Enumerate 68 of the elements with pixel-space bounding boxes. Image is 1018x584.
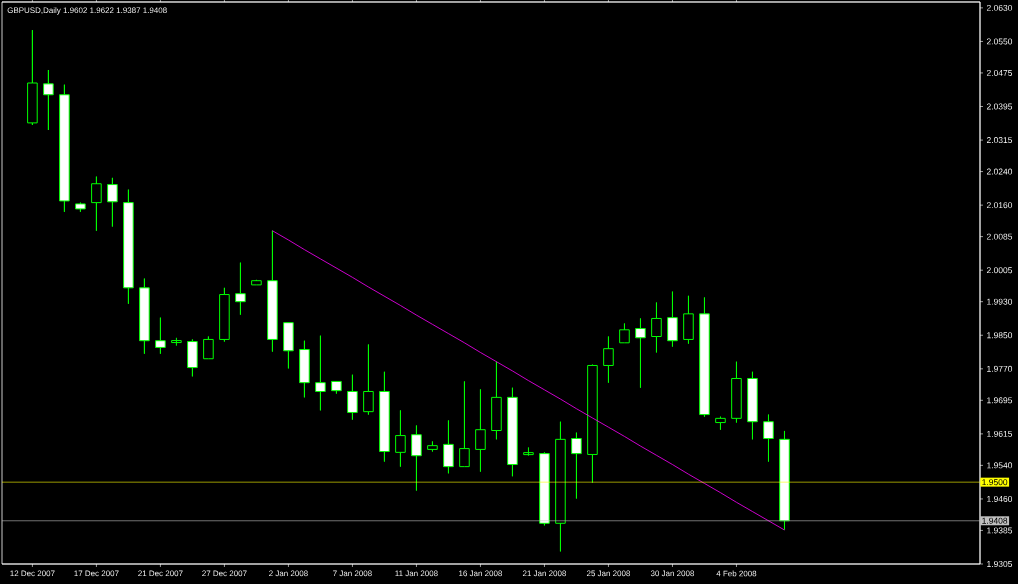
y-tick-label: 2.0085 bbox=[986, 233, 1013, 240]
candlestick bbox=[443, 419, 454, 474]
candlestick bbox=[747, 371, 758, 440]
candlestick bbox=[491, 361, 502, 440]
candlestick bbox=[603, 336, 614, 384]
candlestick bbox=[107, 177, 118, 228]
candlestick bbox=[267, 230, 278, 353]
candlestick bbox=[43, 69, 54, 131]
candlestick bbox=[315, 335, 326, 411]
candlestick bbox=[667, 291, 678, 348]
candlestick bbox=[91, 176, 102, 232]
candlestick bbox=[139, 278, 150, 355]
y-tick-label: 1.9850 bbox=[987, 332, 1013, 339]
candlestick bbox=[283, 322, 294, 369]
y-tick-label: 2.0160 bbox=[986, 202, 1013, 209]
candlestick bbox=[427, 440, 438, 453]
candlestick bbox=[571, 432, 582, 500]
candlestick bbox=[363, 343, 374, 416]
candlestick bbox=[411, 424, 422, 492]
candlestick bbox=[587, 364, 598, 484]
ref-line-label: 1.9500 bbox=[982, 479, 1008, 486]
candlestick bbox=[155, 317, 166, 355]
candlestick bbox=[187, 338, 198, 377]
y-tick-label: 2.0240 bbox=[986, 168, 1013, 175]
y-tick-label: 1.9305 bbox=[987, 561, 1013, 567]
candlestick bbox=[763, 414, 774, 463]
candlestick bbox=[171, 337, 182, 347]
candlestick bbox=[219, 287, 230, 343]
y-tick-label: 2.0315 bbox=[986, 137, 1013, 144]
candlestick bbox=[379, 371, 390, 463]
y-tick-label: 2.0395 bbox=[986, 103, 1013, 110]
candlestick bbox=[523, 446, 534, 457]
y-tick-label: 1.9615 bbox=[987, 430, 1013, 437]
candlestick bbox=[235, 262, 246, 316]
y-tick-label: 2.0630 bbox=[986, 4, 1013, 11]
y-tick-label: 1.9695 bbox=[987, 397, 1013, 404]
candlestick bbox=[779, 430, 790, 531]
y-tick-label: 1.9540 bbox=[987, 462, 1013, 469]
y-tick-label: 1.9770 bbox=[987, 365, 1013, 372]
candlestick bbox=[555, 421, 566, 552]
candlestick bbox=[475, 388, 486, 473]
candlestick bbox=[507, 387, 518, 477]
candlestick bbox=[299, 340, 310, 398]
candlestick bbox=[59, 84, 70, 213]
ref-line-label: 1.9408 bbox=[982, 517, 1008, 524]
candlestick bbox=[75, 202, 86, 213]
candlestick bbox=[731, 361, 742, 424]
candlestick bbox=[203, 336, 214, 360]
y-tick-label: 2.0005 bbox=[986, 267, 1013, 274]
y-tick-label: 1.9460 bbox=[987, 495, 1013, 502]
candlestick bbox=[715, 416, 726, 431]
candlestick bbox=[123, 189, 134, 305]
candlestick bbox=[395, 409, 406, 468]
y-tick-label: 1.9385 bbox=[987, 527, 1013, 534]
y-tick-label: 2.0475 bbox=[986, 69, 1013, 76]
y-tick-label: 2.0550 bbox=[986, 38, 1013, 45]
candlestick bbox=[619, 323, 630, 344]
candlestick bbox=[459, 380, 470, 468]
y-tick-label: 1.9930 bbox=[987, 298, 1013, 305]
candlestick bbox=[651, 302, 662, 353]
candlestick bbox=[699, 296, 710, 418]
candlestick bbox=[635, 317, 646, 389]
candlestick bbox=[539, 451, 550, 526]
candlestick bbox=[251, 279, 262, 286]
candlestick bbox=[347, 374, 358, 421]
candlestick bbox=[683, 295, 694, 345]
candlestick bbox=[27, 29, 38, 126]
candlestick bbox=[331, 380, 342, 395]
